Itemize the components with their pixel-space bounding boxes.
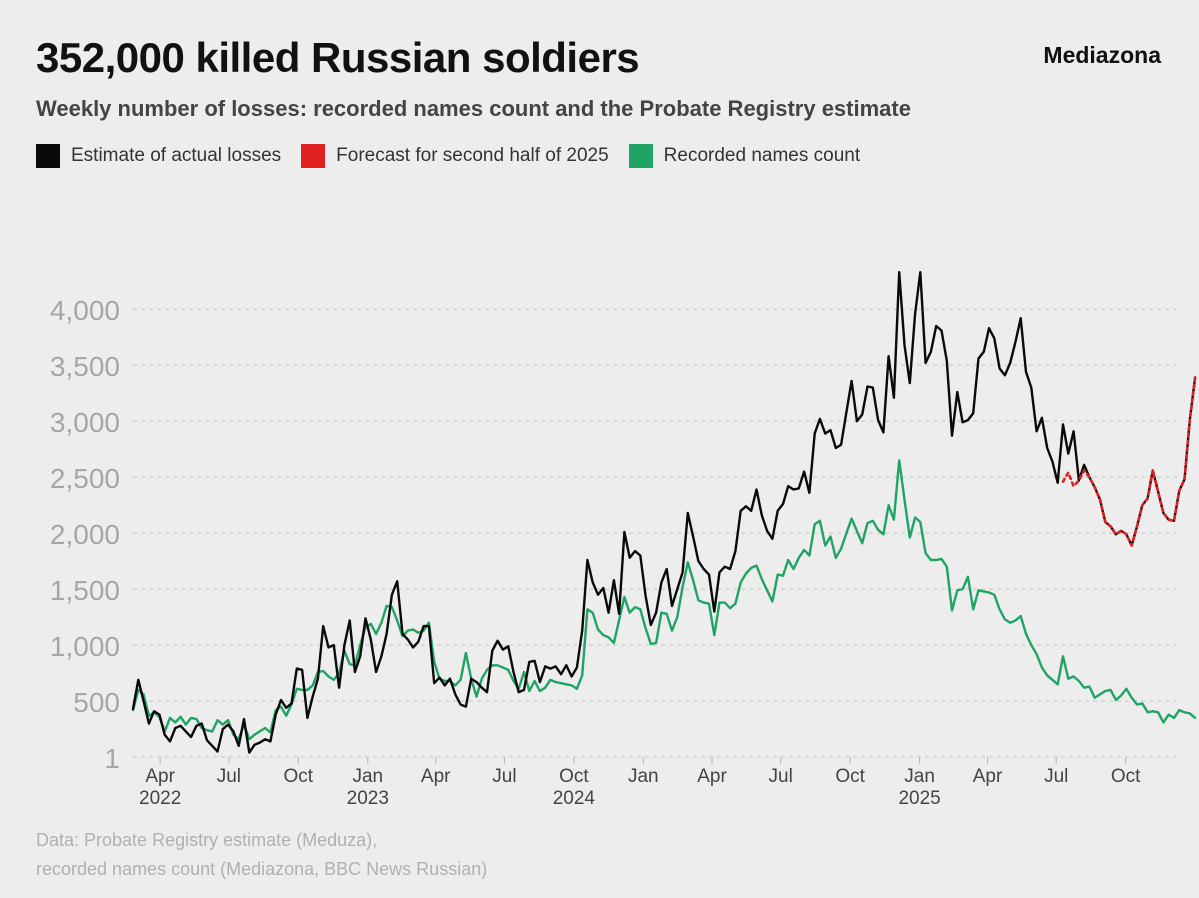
y-tick-label: 500 xyxy=(73,687,120,718)
x-tick-label: Oct xyxy=(1111,766,1141,787)
brand-logo: Mediazona xyxy=(1043,42,1161,68)
x-tick-label: Apr xyxy=(145,766,175,787)
x-tick-label: Apr xyxy=(697,766,727,787)
legend-item-estimate: Estimate of actual losses xyxy=(36,144,281,168)
legend-swatch-forecast xyxy=(301,144,326,168)
grid-lines xyxy=(133,308,1177,758)
x-tick-label: Jan xyxy=(352,766,383,787)
y-tick-label: 1,500 xyxy=(50,575,120,606)
chart-subtitle: Weekly number of losses: recorded names … xyxy=(36,96,911,121)
x-tick-label: Apr xyxy=(421,766,451,787)
legend: Estimate of actual losses Forecast for s… xyxy=(36,144,880,168)
x-year-label: 2023 xyxy=(347,788,389,809)
series-line-estimate xyxy=(131,271,1197,754)
x-tick-label: Oct xyxy=(835,766,865,787)
x-tick-label: Oct xyxy=(559,766,589,787)
y-tick-label: 4,000 xyxy=(50,295,120,326)
x-year-label: 2022 xyxy=(139,788,181,809)
y-tick-label: 1 xyxy=(104,743,120,774)
line-chart: 15001,0001,5002,0002,5003,0003,5004,000 … xyxy=(50,271,1197,809)
x-tick-label: Jul xyxy=(217,766,241,787)
x-tick-label: Oct xyxy=(284,766,314,787)
series-line-forecast xyxy=(1061,376,1197,547)
legend-item-recorded: Recorded names count xyxy=(628,144,861,168)
source-line-1: Data: Probate Registry estimate (Meduza)… xyxy=(36,830,378,850)
source-note: Data: Probate Registry estimate (Meduza)… xyxy=(36,826,487,884)
legend-swatch-estimate xyxy=(36,144,60,168)
y-axis-ticks: 1 500 1,000 1,500 2,000 2,500 3,000 3,500 4,000 xyxy=(50,295,120,774)
y-tick-label: 3,500 xyxy=(50,351,120,382)
chart-title: 352,000 killed Russian soldiers xyxy=(36,34,640,81)
x-tick-label: Jan xyxy=(904,766,935,787)
x-year-label: 2024 xyxy=(553,788,596,809)
y-tick-label: 3,000 xyxy=(50,407,120,438)
source-line-2: recorded names count (Mediazona, BBC New… xyxy=(36,859,488,879)
series-line-recorded xyxy=(131,459,1197,741)
y-tick-label: 2,500 xyxy=(50,463,120,494)
x-tick-label: Jul xyxy=(1044,766,1068,787)
y-tick-label: 2,000 xyxy=(50,519,120,550)
x-tick-label: Apr xyxy=(973,766,1003,787)
x-tick-label: Jul xyxy=(492,766,516,787)
x-year-label: 2025 xyxy=(898,788,940,809)
y-tick-label: 1,000 xyxy=(50,631,120,662)
legend-label-forecast: Forecast for second half of 2025 xyxy=(336,145,609,166)
legend-item-forecast: Forecast for second half of 2025 xyxy=(301,144,609,168)
legend-swatch-recorded xyxy=(628,144,653,168)
legend-label-estimate: Estimate of actual losses xyxy=(71,145,282,166)
legend-label-recorded: Recorded names count xyxy=(663,145,861,166)
x-tick-label: Jul xyxy=(769,766,793,787)
x-tick-label: Jan xyxy=(628,766,659,787)
series-lines xyxy=(131,271,1197,754)
